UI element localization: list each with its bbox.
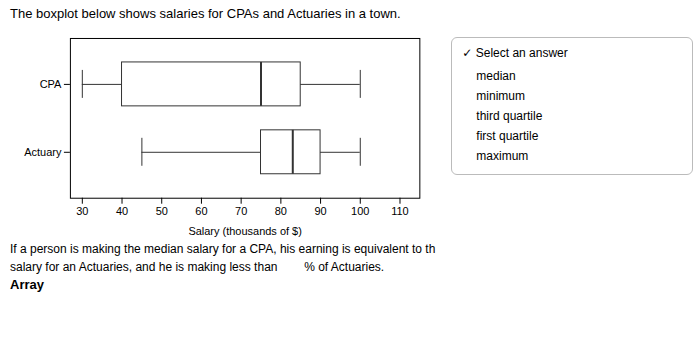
html-text:third quartile: third quartile <box>476 109 543 123</box>
html-text:minimum: minimum <box>476 89 525 103</box>
svg-text:50: 50 <box>156 205 168 217</box>
html-text:salary for an Actuaries, and h: salary for an Actuaries, and he is makin… <box>10 259 385 274</box>
svg-text:30: 30 <box>76 205 88 217</box>
html-text:first quartile: first quartile <box>476 129 539 143</box>
html-text:maximum: maximum <box>476 149 529 163</box>
html-text:✓ Select an answer: ✓ Select an answer <box>462 46 568 60</box>
svg-text:70: 70 <box>235 205 247 217</box>
html-text:The boxplot below shows salari: The boxplot below shows salaries for CPA… <box>10 6 401 21</box>
html-text:median: median <box>476 69 516 83</box>
html-text:If a person is making the medi: If a person is making the median salary … <box>10 241 436 256</box>
html-text:Array: Array <box>10 276 44 292</box>
svg-text:40: 40 <box>116 205 128 217</box>
svg-text:Salary (thousands of $): Salary (thousands of $) <box>188 225 301 237</box>
svg-text:CPA: CPA <box>40 78 62 90</box>
svg-text:100: 100 <box>351 205 369 217</box>
svg-text:60: 60 <box>195 205 207 217</box>
svg-text:80: 80 <box>275 205 287 217</box>
svg-text:90: 90 <box>314 205 326 217</box>
svg-text:Actuary: Actuary <box>24 146 62 158</box>
svg-text:110: 110 <box>391 205 408 217</box>
